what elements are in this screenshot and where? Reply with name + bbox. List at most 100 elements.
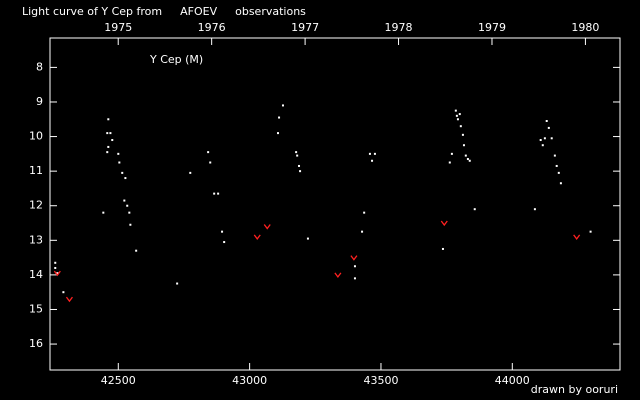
credit: drawn by ooruri (531, 383, 618, 396)
data-point (450, 152, 453, 155)
x2-tick-label: 1977 (291, 21, 319, 34)
x2-tick-label: 1980 (571, 21, 599, 34)
data-point (107, 118, 110, 121)
data-point (541, 144, 544, 147)
data-point (213, 192, 216, 195)
data-point (448, 161, 451, 164)
data-point (306, 237, 309, 240)
data-point (557, 171, 560, 174)
data-point (589, 230, 592, 233)
x2-tick-label: 1975 (104, 21, 132, 34)
data-point (533, 208, 536, 211)
data-point (135, 249, 138, 252)
x-tick-label: 43500 (363, 374, 398, 387)
data-point (368, 152, 371, 155)
x2-tick-label: 1979 (478, 21, 506, 34)
y-tick-label: 16 (29, 337, 43, 350)
upper-limit-marker (350, 255, 358, 261)
x-tick-label: 43000 (232, 374, 267, 387)
data-point (461, 133, 464, 136)
data-point (539, 139, 542, 142)
data-point (299, 170, 302, 173)
data-point (550, 137, 553, 140)
data-point (459, 125, 462, 128)
data-point (107, 145, 110, 148)
data-point (466, 158, 469, 161)
data-point (109, 132, 112, 135)
data-point (361, 230, 364, 233)
y-tick-label: 13 (29, 233, 43, 246)
data-point (296, 154, 299, 157)
annotation: Y Cep (M) (149, 53, 203, 66)
data-point (223, 241, 226, 244)
y-tick-label: 10 (29, 130, 43, 143)
data-point (464, 154, 467, 157)
data-point (106, 151, 109, 154)
upper-limit-marker (65, 296, 73, 303)
data-point (281, 104, 284, 107)
data-point (123, 199, 126, 202)
data-point (129, 223, 132, 226)
data-point (117, 152, 120, 155)
data-point (455, 114, 458, 117)
chart-title: observations (235, 5, 306, 18)
data-point (128, 211, 131, 214)
data-point (353, 277, 356, 280)
x2-tick-label: 1978 (385, 21, 413, 34)
data-point (217, 192, 220, 195)
data-point (209, 161, 212, 164)
data-point (278, 116, 281, 119)
data-point (176, 282, 179, 285)
data-point (559, 182, 562, 185)
data-point (543, 137, 546, 140)
data-point (56, 272, 59, 275)
data-point (54, 261, 57, 264)
chart-title: Light curve of Y Cep from (22, 5, 162, 18)
data-point (363, 211, 366, 214)
data-point (545, 120, 548, 122)
data-point (118, 161, 121, 164)
data-point (111, 139, 114, 142)
data-point (373, 152, 376, 155)
data-point (102, 211, 105, 214)
upper-limit-marker (253, 234, 261, 240)
x2-tick-label: 1976 (198, 21, 226, 34)
data-point (124, 177, 127, 180)
y-tick-label: 11 (29, 164, 43, 177)
data-point (441, 247, 444, 250)
upper-limit-marker (440, 220, 448, 227)
upper-limit-marker (53, 270, 61, 277)
data-point (298, 164, 301, 167)
data-point (62, 291, 65, 294)
y-tick-label: 15 (29, 302, 43, 315)
data-point (456, 118, 459, 121)
y-tick-label: 8 (36, 60, 43, 73)
chart-title: AFOEV (180, 5, 217, 18)
plot-frame (49, 37, 621, 371)
data-point (277, 132, 279, 135)
data-point (454, 109, 457, 112)
data-point (121, 171, 124, 174)
data-point (221, 230, 224, 233)
upper-limit-marker (263, 224, 271, 230)
data-point (553, 154, 556, 157)
data-point (54, 266, 57, 269)
data-point (458, 113, 461, 116)
y-tick-label: 12 (29, 199, 43, 212)
data-point (189, 171, 192, 174)
upper-limit-marker (334, 272, 342, 278)
y-tick-label: 9 (36, 95, 43, 108)
data-point (353, 265, 356, 268)
y-tick-label: 14 (29, 268, 43, 281)
data-point (547, 126, 550, 129)
data-point (106, 132, 109, 135)
upper-limit-marker (573, 234, 581, 240)
data-point (462, 144, 465, 147)
x-tick-label: 44000 (495, 374, 530, 387)
x-tick-label: 42500 (101, 374, 136, 387)
data-point (473, 208, 476, 211)
data-point (555, 164, 558, 167)
